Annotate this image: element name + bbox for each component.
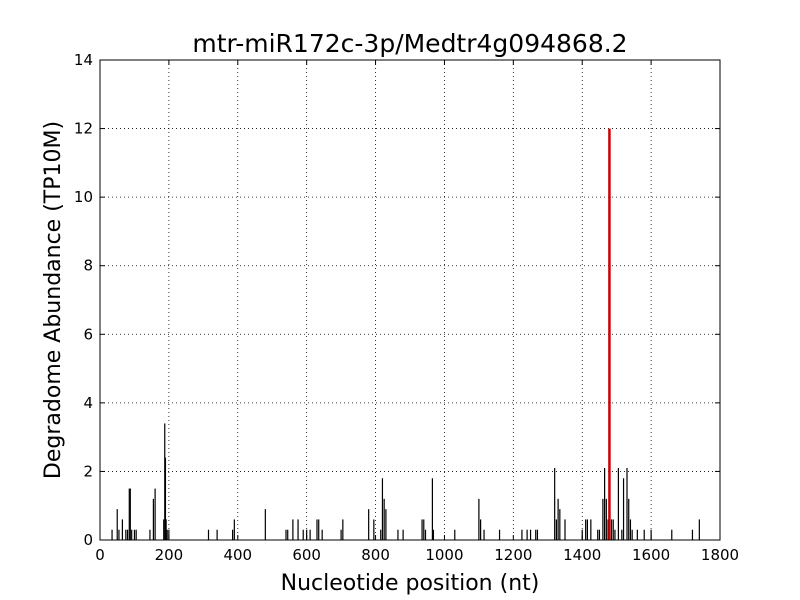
x-tick-label: 1400: [563, 546, 601, 564]
x-axis-label: Nucleotide position (nt): [281, 571, 540, 596]
x-tick-label: 1800: [701, 546, 739, 564]
bars-layer: [111, 128, 700, 540]
y-tick-label: 10: [74, 188, 93, 206]
ticks-layer: 0 200 400 600 800 1000 1200 1400 1600 1800 0 2 4 6 8 10…: [74, 51, 739, 564]
x-tick-label: 1600: [632, 546, 670, 564]
x-tick-label: 0: [95, 546, 105, 564]
y-tick-label: 0: [83, 531, 93, 549]
y-tick-label: 6: [83, 325, 93, 343]
x-tick-label: 1200: [494, 546, 532, 564]
chart-title: mtr-miR172c-3p/Medtr4g094868.2: [192, 29, 627, 58]
y-tick-label: 14: [74, 51, 93, 69]
x-tick-label: 600: [292, 546, 321, 564]
x-tick-label: 800: [361, 546, 390, 564]
x-tick-label: 200: [155, 546, 184, 564]
y-tick-label: 4: [83, 394, 93, 412]
y-tick-label: 2: [83, 462, 93, 480]
grid-layer: [100, 60, 720, 540]
y-axis-label: Degradome Abundance (TP10M): [41, 121, 66, 479]
x-tick-label: 1000: [425, 546, 463, 564]
x-tick-label: 400: [223, 546, 252, 564]
plot-frame: [99, 59, 721, 541]
y-tick-label: 8: [83, 257, 93, 275]
y-tick-label: 12: [74, 120, 93, 138]
